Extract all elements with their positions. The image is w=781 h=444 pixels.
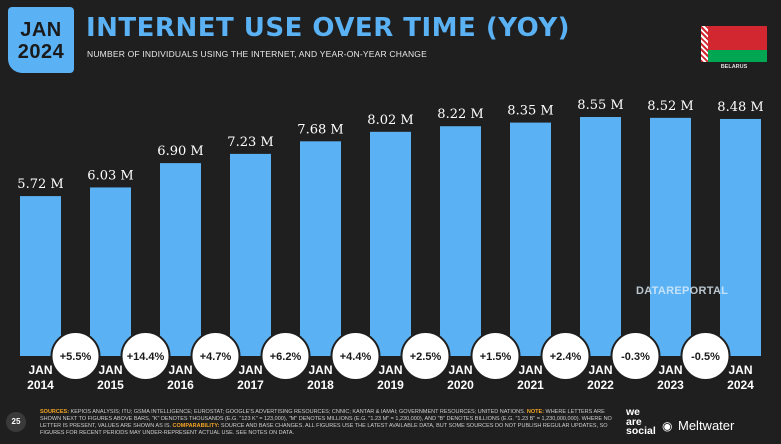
yoy-change-badge	[330, 331, 381, 381]
bar	[650, 117, 691, 357]
yoy-change-label: +4.7%	[200, 351, 232, 363]
sources-label: SOURCES:	[40, 409, 70, 415]
bar	[720, 118, 761, 356]
bar-value-label: 8.02 M	[367, 113, 413, 128]
comparability-text: SOURCE AND BASE CHANGES. ALL FIGURES USE…	[40, 423, 608, 436]
x-tick-label: JAN	[728, 363, 752, 377]
page-number: 25	[6, 412, 26, 432]
bar-value-label: 8.22 M	[437, 107, 483, 122]
bar-value-label: 5.72 M	[17, 177, 63, 192]
yoy-change-badge	[540, 331, 591, 381]
bar-value-label: 7.68 M	[297, 122, 343, 137]
yoy-change-label: -0.5%	[691, 351, 720, 363]
badge-month: JAN	[20, 19, 62, 41]
bar-value-label: 8.52 M	[647, 99, 693, 114]
yoy-change-badge	[470, 331, 521, 381]
x-tick-label: 2022	[587, 378, 614, 392]
bar-value-label: 6.90 M	[157, 144, 203, 159]
yoy-change-label: +1.5%	[480, 351, 512, 363]
x-tick-label: 2021	[517, 378, 544, 392]
x-tick-label: 2019	[377, 378, 404, 392]
x-tick-label: 2014	[27, 378, 54, 392]
yoy-change-badge	[50, 331, 101, 381]
yoy-change-badge	[260, 331, 311, 381]
x-tick-label: JAN	[238, 363, 262, 377]
datareportal-watermark: DATAREPORTAL	[636, 285, 729, 297]
yoy-change-label: +14.4%	[127, 351, 165, 363]
badge-year: 2024	[17, 41, 65, 63]
x-tick-label: 2015	[97, 378, 124, 392]
date-badge: JAN 2024	[8, 7, 74, 73]
yoy-change-badge	[680, 331, 731, 381]
x-tick-label: JAN	[378, 363, 402, 377]
sources-note: SOURCES: KEPIOS ANALYSIS; ITU; GSMA INTE…	[40, 409, 612, 437]
x-tick-label: JAN	[28, 363, 52, 377]
comparability-label: COMPARABILITY:	[171, 423, 220, 429]
x-tick-label: JAN	[308, 363, 332, 377]
bar-value-label: 8.48 M	[717, 100, 763, 115]
note-label: NOTE:	[525, 409, 544, 415]
x-tick-label: 2016	[167, 378, 194, 392]
yoy-change-badge	[120, 331, 171, 381]
x-tick-label: 2017	[237, 378, 264, 392]
bar	[510, 122, 551, 357]
bar	[90, 187, 131, 356]
yoy-change-label: +2.4%	[550, 351, 582, 363]
bar-value-label: 6.03 M	[87, 168, 133, 183]
belarus-flag-icon	[701, 26, 767, 62]
page-subtitle: NUMBER OF INDIVIDUALS USING THE INTERNET…	[87, 49, 427, 59]
x-tick-label: JAN	[168, 363, 192, 377]
yoy-change-label: -0.3%	[621, 351, 650, 363]
meltwater-icon: ◉	[662, 419, 673, 433]
meltwater-logo: Meltwater	[678, 418, 735, 433]
sources-text: KEPIOS ANALYSIS; ITU; GSMA INTELLIGENCE;…	[69, 409, 526, 415]
we-are-social-logo: we are social	[626, 406, 656, 437]
yoy-change-label: +2.5%	[410, 351, 442, 363]
yoy-change-badge	[400, 331, 451, 381]
x-tick-label: 2023	[657, 378, 684, 392]
x-tick-label: JAN	[98, 363, 122, 377]
bar	[230, 153, 271, 356]
x-tick-label: 2018	[307, 378, 334, 392]
note-text: WHERE LETTERS ARE SHOWN NEXT TO FIGURES …	[40, 409, 612, 429]
x-tick-label: JAN	[658, 363, 682, 377]
bar	[20, 196, 61, 356]
x-tick-label: 2024	[727, 378, 754, 392]
bar	[370, 131, 411, 356]
yoy-change-badge	[190, 331, 241, 381]
yoy-change-label: +6.2%	[270, 351, 302, 363]
page-title: INTERNET USE OVER TIME (YOY)	[86, 13, 571, 43]
bar	[300, 141, 341, 356]
x-tick-label: JAN	[518, 363, 542, 377]
bar-value-label: 7.23 M	[227, 135, 273, 150]
bar-value-label: 8.55 M	[577, 98, 623, 113]
x-tick-label: JAN	[588, 363, 612, 377]
yoy-change-label: +4.4%	[340, 351, 372, 363]
bar	[580, 117, 621, 356]
bar-value-label: 8.35 M	[507, 104, 553, 119]
country-label: BELARUS	[720, 64, 748, 70]
yoy-change-badge	[610, 331, 661, 381]
x-tick-label: JAN	[448, 363, 472, 377]
x-tick-label: 2020	[447, 378, 474, 392]
bar	[160, 163, 201, 356]
bar	[440, 126, 481, 356]
yoy-change-label: +5.5%	[60, 351, 92, 363]
